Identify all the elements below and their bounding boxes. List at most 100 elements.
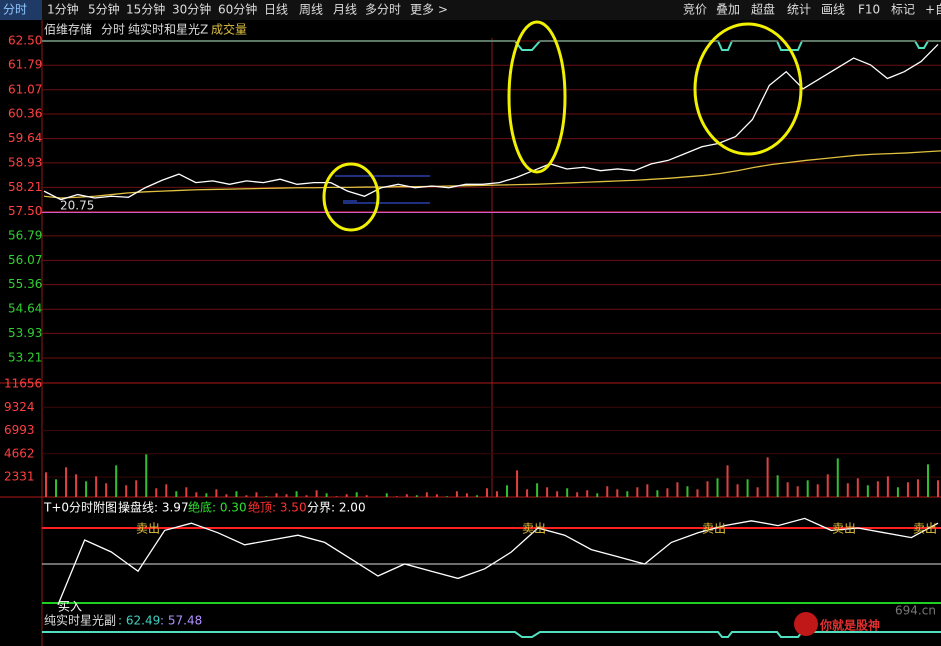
volume-bar [726, 465, 729, 497]
volume-bar [736, 484, 739, 497]
volume-bar [906, 482, 909, 497]
tab[interactable]: 周线 [299, 3, 323, 17]
volume-bar [546, 487, 549, 497]
tab[interactable]: 日线 [264, 3, 288, 17]
volume-bar [536, 483, 539, 497]
tab[interactable]: 30分钟 [172, 2, 211, 17]
volume-bar [205, 493, 208, 497]
ind-line: 操盘线: 3.97 [118, 500, 189, 515]
volume-bar [45, 472, 47, 497]
tab[interactable]: 分时 [3, 3, 27, 17]
volume-bar [425, 492, 428, 497]
tab[interactable]: 1分钟 [47, 2, 79, 17]
tool[interactable]: 超盘 [751, 2, 775, 17]
tab[interactable]: 5分钟 [88, 2, 120, 17]
volume-bar [656, 490, 659, 497]
volume-bar [125, 485, 128, 497]
volume-name: 成交量 [211, 22, 247, 37]
tool[interactable]: 画线 [821, 3, 845, 17]
sell-label: 卖出 [522, 522, 546, 536]
volume-bar [876, 481, 879, 497]
volume-bar [295, 491, 298, 497]
volume-bar [385, 493, 388, 497]
volume-bar [866, 485, 869, 497]
indicator-line [57, 517, 939, 606]
volume-bar [516, 470, 519, 497]
volume-bar [556, 491, 559, 497]
y-tick-label: 57.50 [8, 204, 42, 218]
ind-bottom: 绝底: 0.30 [188, 500, 247, 515]
tool[interactable]: +自 [925, 3, 941, 17]
volume-bar [55, 479, 58, 497]
y-tick-label: 58.21 [8, 180, 42, 194]
volume-bar [716, 478, 719, 497]
volume-bar [435, 494, 438, 497]
tab[interactable]: 60分钟 [218, 2, 257, 17]
y-tick-label: 56.07 [8, 253, 42, 267]
tool[interactable]: 叠加 [716, 3, 740, 17]
brand: 你就是股神 [819, 618, 880, 633]
volume-bar [586, 490, 589, 497]
volume-bar [485, 488, 488, 497]
tool[interactable]: 统计 [787, 3, 811, 17]
volume-bar [405, 494, 408, 497]
ind-name: T+0分时附图 [43, 501, 117, 515]
volume-bar [626, 491, 629, 497]
volume-bar [365, 495, 368, 497]
volume-bar [926, 464, 929, 497]
y-tick-label: 6993 [4, 423, 35, 437]
volume-bar [475, 495, 478, 497]
volume-bar [335, 496, 338, 497]
volume-bar [465, 493, 468, 497]
y-tick-label: 59.64 [8, 131, 42, 145]
volume-bar [255, 492, 258, 497]
volume-bar [756, 487, 759, 497]
footer-high: : 62.49 [118, 614, 160, 628]
volume-bar [445, 496, 448, 497]
volume-bar [576, 492, 579, 497]
volume-bar [696, 489, 699, 497]
volume-bar [886, 476, 889, 497]
volume-bar [315, 490, 318, 497]
volume-bar [215, 489, 218, 497]
stock-name: 佰维存储 [44, 22, 92, 37]
volume-bar [305, 495, 308, 497]
volume-bar [105, 483, 108, 497]
tab[interactable]: 15分钟 [126, 2, 165, 17]
volume-bar [526, 489, 529, 497]
volume-bar [195, 492, 198, 497]
tool[interactable]: 标记 [891, 3, 915, 17]
y-tick-label: 58.93 [8, 155, 42, 169]
volume-bar [766, 457, 769, 497]
y-tick-label: 53.93 [8, 326, 42, 340]
marker-lines [335, 175, 430, 204]
tool[interactable]: F10 [858, 3, 880, 17]
y-tick-label: 55.36 [8, 277, 42, 291]
tab[interactable]: 多分时 [365, 3, 401, 17]
volume-bar [636, 487, 639, 497]
sell-label: 卖出 [136, 522, 160, 536]
volume-bar [796, 486, 799, 497]
price-line [43, 43, 939, 201]
tool[interactable]: 竞价 [683, 3, 707, 17]
y-tick-label: 62.50 [8, 34, 42, 48]
volume-bar [455, 491, 458, 497]
average-line [43, 150, 941, 199]
volume-bar [115, 465, 118, 497]
volume-bar [666, 488, 669, 497]
volume-bar [145, 454, 148, 497]
footer-name: 纯实时星光副 [44, 613, 116, 628]
tab[interactable]: 更多 > [410, 3, 448, 17]
volume-bar [65, 467, 68, 497]
volume-bar [95, 476, 98, 497]
volume-bar [846, 483, 849, 497]
mode: 分时 [101, 23, 125, 37]
volume-bar [706, 481, 709, 497]
tab[interactable]: 月线 [333, 3, 357, 17]
volume-bar [686, 486, 689, 497]
volume-bar [496, 491, 499, 497]
y-tick-label: 61.79 [8, 58, 42, 72]
y-tick-label: 53.21 [8, 351, 42, 365]
